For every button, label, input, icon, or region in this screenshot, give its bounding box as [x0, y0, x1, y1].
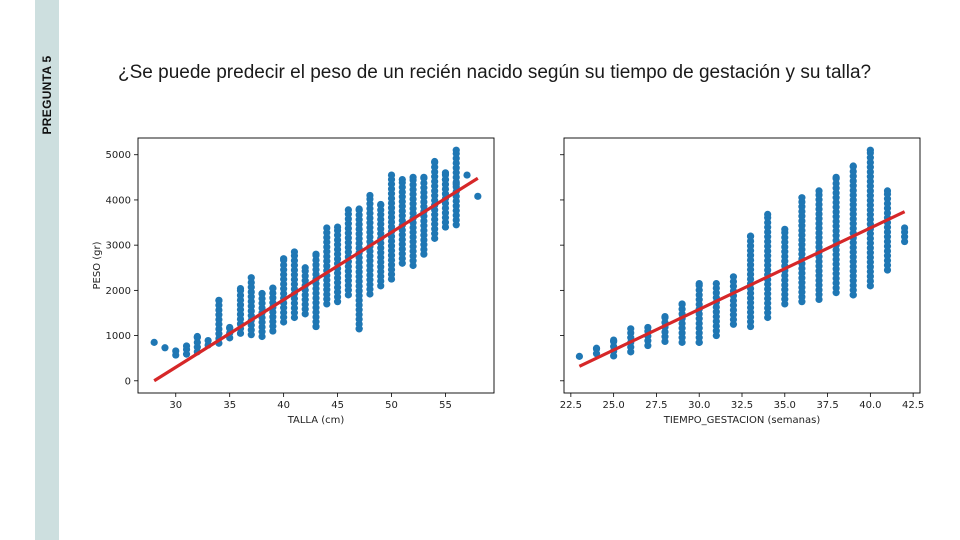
chart-1-y-tick-label: 2000 — [106, 286, 131, 297]
chart-2-points — [575, 146, 909, 360]
chart-1-x-tick-label: 30 — [169, 400, 182, 411]
chart-1-data-point — [344, 206, 352, 214]
chart-2-data-point — [729, 273, 738, 281]
chart-2-data-point — [866, 146, 874, 154]
chart-1-data-point — [377, 200, 385, 209]
chart-2-data-point — [627, 325, 635, 333]
chart-2-data-point — [849, 162, 857, 170]
chart-2-x-tick-label: 35.0 — [774, 400, 796, 411]
chart-1-regression-line — [153, 176, 479, 383]
chart-2-data-point — [592, 344, 601, 352]
chart-1-data-point — [258, 289, 266, 298]
chart-1-data-point — [312, 250, 320, 258]
chart-1-data-point — [420, 173, 428, 181]
chart-2-data-point — [575, 352, 584, 360]
chart-1-data-point — [280, 255, 288, 263]
chart-1-y-tick-label: 4000 — [106, 195, 131, 206]
sidebar-band: PREGUNTA 5 — [35, 0, 59, 540]
chart-1-x-tick-label: 35 — [223, 400, 236, 411]
chart-1-x-tick-label: 50 — [385, 400, 398, 411]
chart-2-data-point — [900, 224, 909, 232]
chart-2-x-tick-label: 42.5 — [902, 400, 924, 411]
chart-1-data-point — [366, 191, 374, 200]
chart-2-x-tick-label: 32.5 — [731, 400, 753, 411]
chart-1-data-point — [355, 325, 363, 333]
chart-1-data-point — [452, 180, 460, 188]
chart-2-data-point — [610, 336, 618, 344]
chart-1-data-point — [161, 344, 169, 352]
section-label: PREGUNTA 5 — [40, 55, 54, 135]
chart-2-data-point — [832, 173, 840, 181]
chart-2-data-point — [695, 279, 703, 288]
chart-1-data-point — [355, 205, 363, 213]
chart-1-y-tick-label: 3000 — [106, 241, 131, 252]
chart-1-data-point — [193, 332, 201, 341]
chart-2-data-point — [661, 312, 669, 321]
chart-1-x-axis-title: TALLA (cm) — [287, 415, 345, 426]
chart-2-regression-line — [578, 210, 906, 368]
chart-2-data-point — [678, 300, 686, 308]
chart-1-data-point — [409, 173, 417, 181]
chart-1-data-point — [172, 347, 180, 355]
chart-2-plot-frame — [563, 137, 921, 394]
chart-1-data-point — [215, 296, 223, 304]
chart-1-data-point — [301, 264, 309, 272]
chart-1-y-tick-label: 1000 — [106, 331, 131, 342]
chart-1-data-point — [441, 175, 450, 184]
chart-2-data-point — [746, 232, 755, 240]
chart-1-data-point — [452, 146, 460, 154]
chart-2-data-point — [781, 225, 789, 233]
chart-talla-vs-peso: 30 35 40 45 50 55 0 1000 2000 3000 4000 5000 TALLA (… — [92, 137, 495, 426]
question-title: ¿Se puede predecir el peso de un recién … — [118, 62, 872, 83]
chart-2-data-point — [883, 187, 892, 195]
chart-1-data-point — [312, 322, 320, 331]
chart-1-data-point — [226, 323, 234, 332]
chart-2-x-tick-label: 22.5 — [560, 400, 582, 411]
chart-2-x-tick-label: 25.0 — [603, 400, 625, 411]
chart-1-y-tick-label: 5000 — [106, 150, 131, 161]
chart-1-x-tick-label: 40 — [277, 400, 290, 411]
chart-1-data-point — [323, 224, 331, 232]
chart-1-data-point — [463, 171, 471, 179]
chart-2-data-point — [815, 187, 823, 195]
chart-2-data-point — [764, 210, 772, 219]
chart-2-data-point — [798, 194, 806, 202]
chart-1-data-point — [398, 175, 406, 184]
chart-1-data-point — [431, 157, 439, 166]
chart-1-data-point — [387, 171, 396, 179]
chart-1-x-tick-label: 55 — [439, 400, 452, 411]
chart-1-data-point — [236, 284, 245, 293]
chart-2-x-tick-label: 30.0 — [688, 400, 710, 411]
chart-1-data-point — [150, 338, 158, 346]
chart-2-x-axis-title: TIEMPO_GESTACION (semanas) — [663, 415, 821, 426]
chart-1-data-point — [290, 248, 299, 256]
chart-2-x-tick-label: 40.0 — [859, 400, 881, 411]
chart-1-y-axis-title: PESO (gr) — [92, 241, 103, 289]
chart-1-data-point — [269, 284, 277, 292]
chart-1-data-point — [204, 336, 212, 345]
chart-2-x-tick-label: 27.5 — [645, 400, 667, 411]
chart-2-x-tick-label: 37.5 — [816, 400, 838, 411]
chart-2-data-point — [695, 338, 703, 346]
chart-1-data-point — [333, 223, 342, 231]
chart-2-data-point — [849, 291, 857, 299]
chart-1-data-point — [474, 192, 482, 200]
chart-2-data-point — [712, 279, 720, 288]
chart-1-data-point — [441, 169, 450, 177]
chart-1-x-tick-label: 45 — [331, 400, 344, 411]
chart-1-y-tick-label: 0 — [125, 376, 131, 387]
chart-gestacion-vs-peso: 22.5 25.0 27.5 30.0 32.5 35.0 37.5 40.0 42.5 TIEM… — [560, 137, 924, 426]
chart-2-data-point — [644, 323, 652, 332]
chart-1-data-point — [247, 274, 255, 282]
chart-1-data-point — [182, 342, 191, 350]
